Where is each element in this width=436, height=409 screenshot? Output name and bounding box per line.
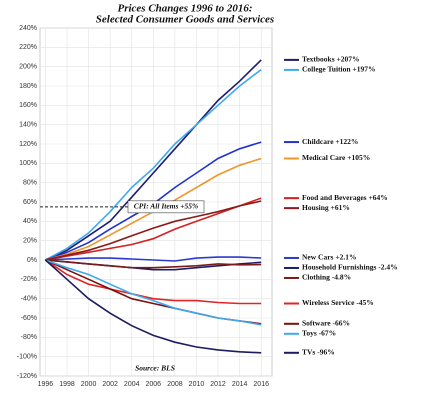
x-tick-label: 2004 — [124, 381, 140, 388]
legend-label: Housing +61% — [302, 203, 350, 212]
legend-label: TVs -96% — [302, 348, 335, 357]
series-line — [45, 200, 262, 261]
series-line — [44, 259, 262, 354]
x-tick-label: 2000 — [81, 381, 97, 388]
legend-label: Toys -67% — [302, 329, 336, 338]
series-line — [45, 259, 262, 269]
series-line — [44, 259, 262, 305]
y-tick-label: 220% — [19, 44, 37, 51]
x-tick-label: 2010 — [189, 381, 205, 388]
y-tick-label: 120% — [19, 141, 37, 148]
y-tick-label: 0% — [27, 257, 37, 264]
series-line — [45, 256, 262, 262]
series-line — [45, 197, 262, 261]
y-tick-label: 40% — [23, 218, 37, 225]
legend-label: Household Furnishings -2.4% — [302, 263, 398, 272]
y-tick-label: 140% — [19, 122, 37, 129]
legend-label: Food and Beverages +64% — [302, 193, 388, 202]
legend-label: Software -66% — [302, 319, 350, 328]
x-tick-label: 2016 — [253, 381, 269, 388]
x-tick-label: 2014 — [232, 381, 248, 388]
legend-label: Medical Care +105% — [302, 153, 370, 162]
y-tick-label: 60% — [23, 199, 37, 206]
y-tick-label: -120% — [17, 373, 37, 380]
legend-label: Childcare +122% — [302, 137, 358, 146]
legend-label: Wireless Service -45% — [302, 298, 374, 307]
y-tick-label: -80% — [21, 334, 37, 341]
y-tick-label: -60% — [21, 315, 37, 322]
legend-label: New Cars +2.1% — [302, 253, 356, 262]
x-tick-label: 2012 — [210, 381, 226, 388]
x-tick-label: 2006 — [146, 381, 162, 388]
chart-title: Prices Changes 1996 to 2016: — [117, 3, 252, 15]
y-tick-label: 20% — [23, 238, 37, 245]
legend-label: Textbooks +207% — [302, 55, 360, 64]
y-tick-label: 240% — [19, 25, 37, 32]
x-tick-label: 2002 — [102, 381, 118, 388]
x-tick-label: 2008 — [167, 381, 183, 388]
y-tick-label: -20% — [21, 276, 37, 283]
y-tick-label: 80% — [23, 180, 37, 187]
y-tick-label: 160% — [19, 102, 37, 109]
series-line — [45, 59, 262, 261]
y-tick-label: -100% — [17, 354, 37, 361]
chart-subtitle: Selected Consumer Goods and Services — [96, 14, 274, 26]
x-tick-label: 1996 — [38, 381, 54, 388]
series-line — [45, 68, 262, 261]
y-tick-label: 180% — [19, 83, 37, 90]
legend-label: Clothing -4.8% — [302, 273, 351, 282]
x-tick-label: 1998 — [59, 381, 75, 388]
series-line — [45, 259, 262, 326]
annotation-box — [127, 200, 205, 214]
y-tick-label: -40% — [21, 296, 37, 303]
annotation: CPI: All Items +55% — [134, 202, 199, 211]
legend-label: College Tuition +197% — [302, 65, 375, 74]
y-tick-label: 200% — [19, 64, 37, 71]
y-tick-label: 100% — [19, 160, 37, 167]
source: Source: BLS — [135, 364, 175, 373]
